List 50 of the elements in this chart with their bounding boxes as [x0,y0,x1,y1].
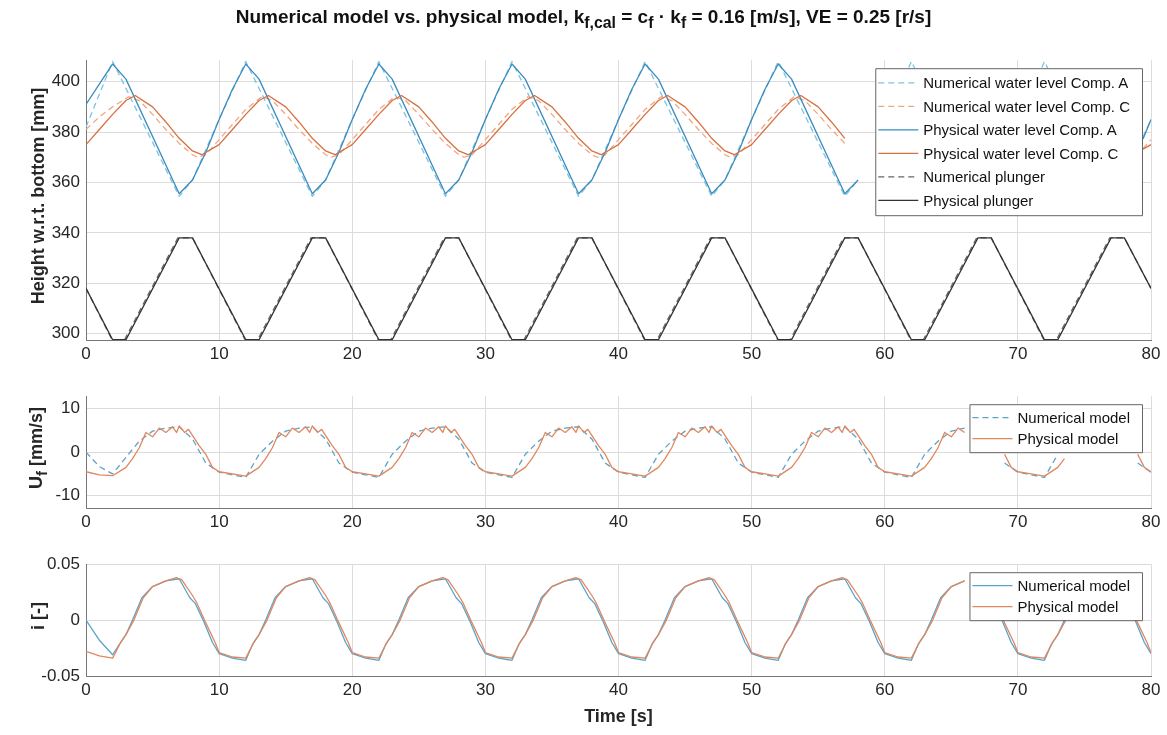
chart-title: Numerical model vs. physical model, k$_{f,cal}$ = c$_{f}$ · k$_{f}$ = 0.16 [m/s], VE = 0.25 [r/s] [234,6,933,32]
x-tick-label: 50 [742,511,762,531]
x-tick-label: 30 [475,679,495,699]
legend-label: Physical water level Comp. C [923,144,1119,162]
y-tick-label: 360 [51,172,80,192]
legend-label: Numerical model [1017,576,1131,594]
legend-label: Numerical water level Comp. A [923,74,1129,92]
y-axis-title: i [-] [27,602,49,630]
x-tick-label: 80 [1141,343,1161,363]
legend-label: Numerical model [1017,408,1131,426]
x-tick-label: 60 [875,511,895,531]
x-tick-label: 60 [875,679,895,699]
x-tick-label: 70 [1008,343,1028,363]
legend-label: Physical model [1017,597,1119,615]
y-tick-label: -0.05 [41,665,80,685]
y-tick-label: 380 [51,121,80,141]
x-tick-label: 40 [609,679,628,699]
y-tick-label: 300 [51,323,80,343]
legend-label: Physical plunger [923,191,1034,209]
y-tick-label: 0 [70,441,80,461]
y-tick-label: 0 [70,609,80,629]
x-axis-title: Time [s] [584,706,653,727]
x-tick-label: 20 [342,679,362,699]
y-tick-label: 0.05 [46,553,80,573]
x-tick-label: 70 [1008,511,1028,531]
legend-label: Numerical water level Comp. C [923,97,1131,115]
x-tick-label: 50 [742,679,762,699]
x-tick-label: 80 [1141,679,1161,699]
x-tick-label: 20 [342,343,362,363]
y-tick-label: 320 [51,272,80,292]
x-tick-label: 20 [342,511,362,531]
x-tick-label: 10 [209,679,229,699]
x-tick-label: 30 [475,343,495,363]
x-tick-label: 30 [475,511,495,531]
x-tick-label: 10 [209,511,229,531]
x-tick-label: 40 [609,343,628,363]
x-tick-label: 40 [609,511,628,531]
legend-label: Physical water level Comp. A [923,121,1117,139]
y-axis-title: Height w.r.t. bottom [mm] [27,87,49,305]
y-tick-label: -10 [55,485,80,505]
x-tick-label: 50 [742,343,762,363]
y-tick-label: 340 [51,222,80,242]
y-tick-label: 10 [61,398,80,418]
legend-label: Physical model [1017,429,1119,447]
legend-label: Numerical plunger [923,168,1046,186]
y-tick-label: 400 [51,71,80,91]
x-tick-label: 70 [1008,679,1028,699]
x-tick-label: 60 [875,343,895,363]
x-tick-label: 80 [1141,511,1161,531]
x-tick-label: 10 [209,343,229,363]
